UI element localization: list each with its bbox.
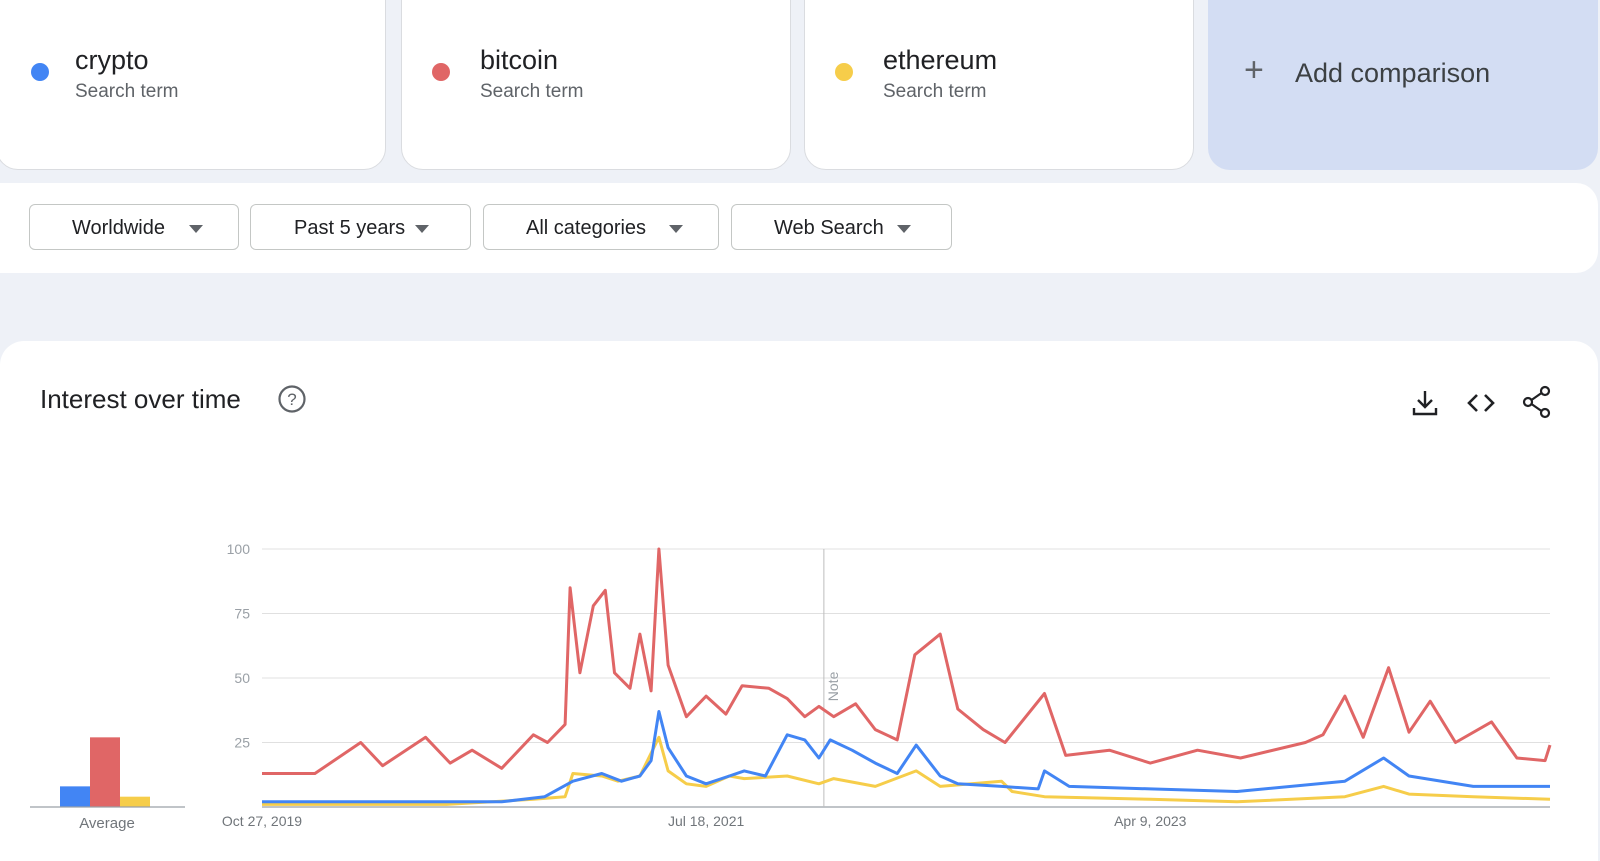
bitcoin-color-dot-icon — [432, 63, 450, 81]
caret-down-icon — [415, 225, 429, 233]
search-type-value: Web Search — [774, 217, 884, 239]
term-name: bitcoin — [480, 45, 559, 75]
share-icon[interactable] — [1521, 385, 1553, 419]
term-type: Search term — [75, 81, 179, 102]
interest-over-time-panel: Interest over time — [0, 341, 1598, 861]
term-type: Search term — [480, 81, 584, 102]
download-icon[interactable] — [1410, 388, 1440, 418]
caret-down-icon — [897, 225, 911, 233]
search-type-dropdown[interactable]: Web Search — [731, 204, 952, 250]
category-value: All categories — [526, 217, 647, 239]
term-name: crypto — [75, 45, 149, 75]
category-dropdown[interactable]: All categories — [483, 204, 719, 250]
add-comparison-label: Add comparison — [1295, 58, 1491, 88]
time-range-value: Past 5 years — [294, 217, 406, 239]
term-card-bitcoin[interactable]: bitcoin Search term — [401, 0, 791, 170]
term-card-crypto[interactable]: crypto Search term — [0, 0, 386, 170]
time-range-dropdown[interactable]: Past 5 years — [250, 204, 471, 250]
add-comparison-button[interactable]: + Add comparison — [1208, 0, 1598, 170]
region-value: Worldwide — [72, 217, 165, 239]
embed-code-icon[interactable] — [1465, 388, 1497, 418]
svg-text:?: ? — [287, 390, 296, 409]
term-name: ethereum — [883, 45, 998, 75]
filter-bar: Worldwide Past 5 years All categories We… — [0, 183, 1598, 273]
term-card-ethereum[interactable]: ethereum Search term — [804, 0, 1194, 170]
term-type: Search term — [883, 81, 987, 102]
region-dropdown[interactable]: Worldwide — [29, 204, 239, 250]
help-icon[interactable]: ? — [277, 384, 307, 414]
caret-down-icon — [669, 225, 683, 233]
panel-title: Interest over time — [40, 384, 241, 414]
ethereum-color-dot-icon — [835, 63, 853, 81]
crypto-color-dot-icon — [31, 63, 49, 81]
caret-down-icon — [189, 225, 203, 233]
plus-icon: + — [1244, 51, 1264, 89]
